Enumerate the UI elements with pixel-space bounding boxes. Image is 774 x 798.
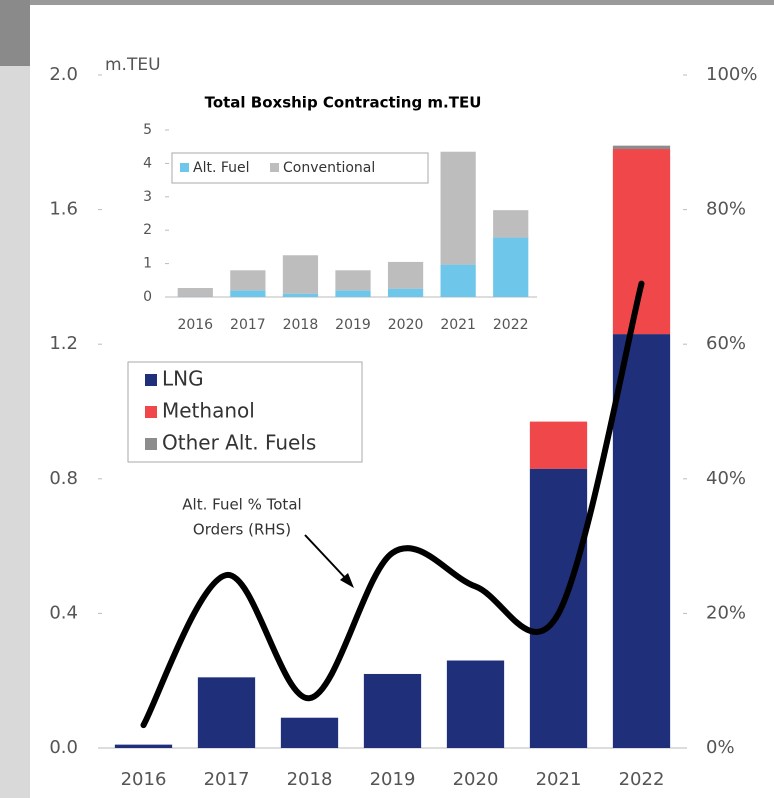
legend-swatch <box>145 438 157 450</box>
y-tick-label: 0 <box>143 289 152 305</box>
x-tick-label: 2021 <box>536 769 582 790</box>
bar <box>612 145 671 150</box>
bar <box>335 290 371 297</box>
y2-tick-label: 20% <box>706 602 746 623</box>
x-tick-label: 2020 <box>388 317 424 333</box>
y2-tick-label: 100% <box>706 64 757 85</box>
bar <box>177 287 213 297</box>
x-tick-label: 2020 <box>453 769 499 790</box>
x-tick-label: 2018 <box>283 317 319 333</box>
legend-swatch <box>145 374 157 386</box>
y-axis-label: m.TEU <box>105 55 161 75</box>
bar <box>493 210 529 238</box>
bar <box>230 290 266 297</box>
y-tick-label: 1.6 <box>49 199 78 220</box>
annotation-arrow <box>304 534 351 584</box>
bar <box>363 673 422 748</box>
y2-tick-label: 0% <box>706 737 735 758</box>
y-tick-label: 0.0 <box>49 737 78 758</box>
inset-legend-box <box>171 152 429 184</box>
bar <box>493 237 529 297</box>
y-tick-label: 2.0 <box>49 64 78 85</box>
frame-corner <box>0 0 30 66</box>
bar <box>387 288 424 297</box>
bar <box>612 334 671 748</box>
x-tick-label: 2018 <box>287 769 333 790</box>
x-tick-label: 2017 <box>230 317 266 333</box>
y-tick-label: 3 <box>143 189 152 205</box>
bar <box>335 270 371 291</box>
y-tick-label: 2 <box>143 222 152 238</box>
bar <box>387 261 424 289</box>
y-tick-label: 4 <box>143 155 152 171</box>
x-tick-label: 2017 <box>204 769 250 790</box>
x-tick-label: 2021 <box>440 317 476 333</box>
legend-swatch <box>180 163 189 172</box>
bar <box>529 421 588 469</box>
bar <box>197 677 256 748</box>
bar <box>114 744 173 748</box>
legend-label: Other Alt. Fuels <box>162 431 316 455</box>
x-tick-label: 2022 <box>493 317 529 333</box>
bar <box>280 717 339 748</box>
legend-label: Conventional <box>283 160 375 176</box>
y-tick-label: 5 <box>143 122 152 138</box>
y2-tick-label: 60% <box>706 333 746 354</box>
x-tick-label: 2016 <box>177 317 213 333</box>
inset-title: Total Boxship Contracting m.TEU <box>205 94 482 112</box>
legend-swatch <box>145 406 157 418</box>
y-tick-label: 1.2 <box>49 333 78 354</box>
x-tick-label: 2022 <box>619 769 665 790</box>
bar <box>446 660 505 748</box>
legend-label: Alt. Fuel <box>193 160 250 176</box>
legend-box <box>127 361 363 463</box>
legend-label: Methanol <box>162 399 255 423</box>
bar <box>230 270 266 291</box>
annotation: Orders (RHS) <box>193 521 291 539</box>
bar <box>282 255 319 294</box>
y-tick-label: 0.4 <box>49 602 78 623</box>
legend-swatch <box>270 163 279 172</box>
bar <box>440 151 476 265</box>
arrow-head <box>340 573 354 588</box>
y2-tick-label: 40% <box>706 468 746 489</box>
legend-label: LNG <box>162 367 204 391</box>
x-tick-label: 2019 <box>335 317 371 333</box>
frame-top <box>0 0 774 5</box>
line <box>140 280 645 729</box>
bar <box>282 293 319 297</box>
frame-left <box>0 0 30 798</box>
bar <box>440 264 476 297</box>
annotation: Alt. Fuel % Total <box>182 496 301 514</box>
x-tick-label: 2016 <box>121 769 167 790</box>
bar <box>612 149 671 335</box>
y2-tick-label: 80% <box>706 199 746 220</box>
y-tick-label: 1 <box>143 256 152 272</box>
y-tick-label: 0.8 <box>49 468 78 489</box>
x-tick-label: 2019 <box>370 769 416 790</box>
